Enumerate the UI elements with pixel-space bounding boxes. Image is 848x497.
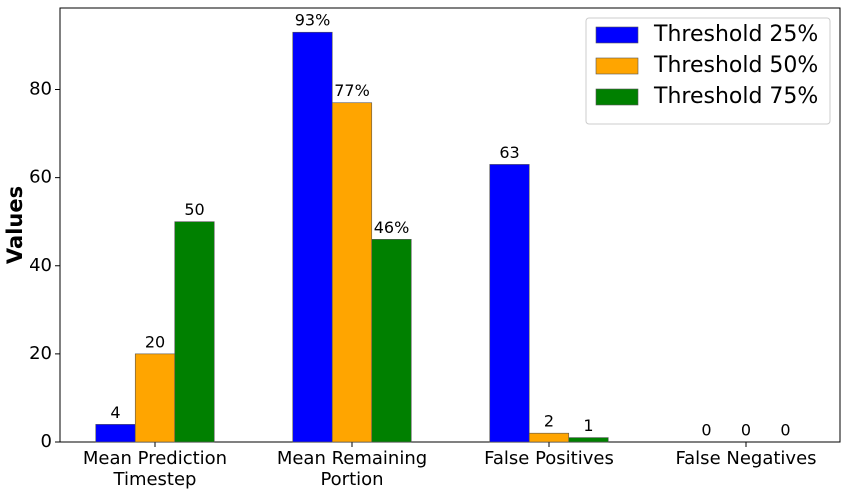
y-axis-label: Values [3, 186, 27, 264]
y-tick-label: 80 [29, 79, 52, 100]
bar [528, 432, 570, 443]
bar [331, 102, 373, 443]
legend-label: Threshold 50% [653, 53, 818, 78]
value-label: 46% [374, 218, 410, 237]
value-label: 77% [334, 81, 370, 100]
legend-label: Threshold 25% [653, 22, 818, 47]
x-tick-label: False Negatives [675, 448, 816, 469]
value-label: 20 [145, 332, 165, 351]
bar [174, 221, 215, 443]
legend-swatch [595, 57, 639, 75]
legend-label: Threshold 75% [653, 84, 818, 109]
bar [568, 437, 609, 443]
value-label: 0 [741, 421, 751, 440]
bar [292, 31, 333, 443]
y-tick-label: 0 [41, 431, 52, 452]
value-label: 1 [583, 416, 593, 435]
value-label: 50 [184, 200, 204, 219]
legend-swatch [595, 26, 639, 44]
bar [371, 239, 412, 443]
x-tick-label: Mean Remaining Portion [277, 448, 427, 490]
value-label: 0 [780, 421, 790, 440]
legend-box [585, 17, 831, 125]
x-tick-label: False Positives [484, 448, 614, 469]
value-label: 4 [110, 403, 120, 422]
y-tick-label: 60 [29, 167, 52, 188]
bar [489, 164, 530, 443]
legend-swatch [595, 88, 639, 106]
y-tick-label: 40 [29, 255, 52, 276]
bar [95, 424, 136, 443]
value-label: 2 [544, 412, 554, 431]
value-label: 0 [701, 421, 711, 440]
value-label: 93% [295, 11, 331, 30]
y-tick-label: 20 [29, 343, 52, 364]
x-tick-label: Mean Prediction Timestep [83, 448, 227, 490]
bar [134, 353, 176, 443]
value-label: 63 [499, 143, 519, 162]
